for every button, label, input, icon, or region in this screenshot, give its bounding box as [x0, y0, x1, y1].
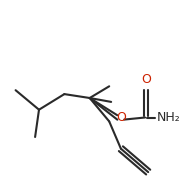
Text: NH₂: NH₂	[157, 111, 181, 124]
Text: O: O	[141, 73, 151, 86]
Text: O: O	[116, 111, 126, 124]
